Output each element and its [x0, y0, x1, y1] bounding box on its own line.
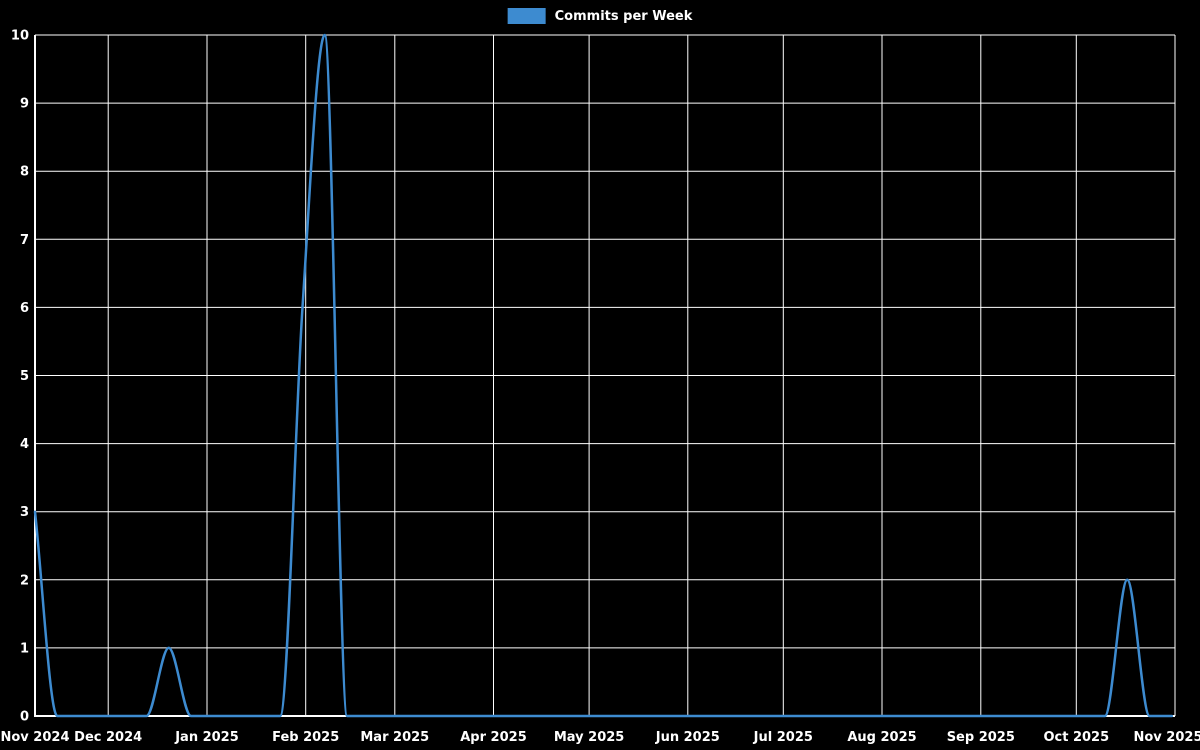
x-tick-label: Jan 2025 — [174, 730, 239, 745]
x-tick-label: Apr 2025 — [460, 730, 527, 745]
x-tick-label: Nov 2025 — [1134, 730, 1200, 745]
x-tick-label: Jul 2025 — [753, 730, 813, 745]
chart-legend[interactable]: Commits per Week — [507, 8, 693, 24]
x-tick-label: Aug 2025 — [847, 730, 916, 745]
y-tick-label: 0 — [20, 710, 29, 725]
y-tick-label: 5 — [20, 369, 29, 384]
y-tick-label: 9 — [20, 97, 29, 112]
y-tick-label: 1 — [20, 641, 29, 656]
x-tick-label: Sep 2025 — [947, 730, 1015, 745]
x-tick-label: Nov 2024 — [1, 730, 70, 745]
y-tick-label: 4 — [20, 437, 29, 452]
legend-label: Commits per Week — [554, 8, 693, 24]
x-tick-label: Jun 2025 — [655, 730, 720, 745]
x-tick-label: Feb 2025 — [272, 730, 339, 745]
x-tick-label: Oct 2025 — [1043, 730, 1109, 745]
series-line-commits[interactable] — [33, 33, 1174, 718]
y-tick-label: 6 — [20, 301, 29, 316]
x-tick-label: Mar 2025 — [360, 730, 429, 745]
x-tick-label: May 2025 — [554, 730, 625, 745]
y-tick-label: 10 — [11, 29, 29, 44]
x-tick-label: Dec 2024 — [74, 730, 142, 745]
y-tick-label: 3 — [20, 505, 29, 520]
y-tick-label: 2 — [20, 573, 29, 588]
legend-swatch-commits — [507, 8, 546, 24]
y-tick-label: 7 — [20, 233, 29, 248]
y-tick-label: 8 — [20, 165, 29, 180]
